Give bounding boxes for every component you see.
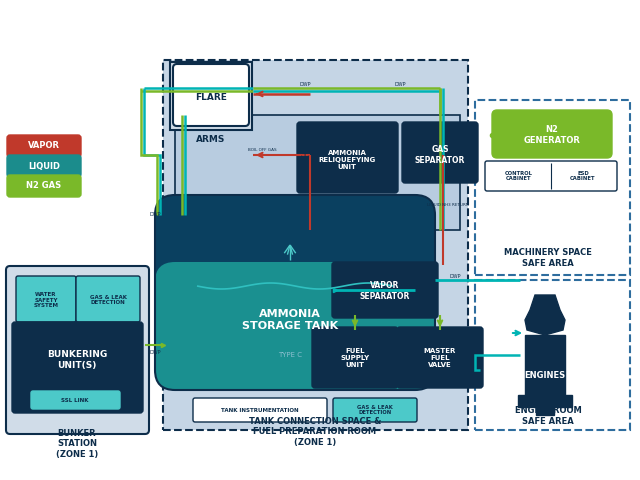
Text: ENGINE ROOM
SAFE AREA: ENGINE ROOM SAFE AREA [515,406,581,426]
Text: N2
GENERATOR: N2 GENERATOR [524,125,580,144]
Text: DWP: DWP [449,274,461,278]
FancyBboxPatch shape [312,327,398,388]
Bar [475,280,630,430]
FancyBboxPatch shape [485,161,617,191]
Text: BOIL OFF GAS: BOIL OFF GAS [248,148,276,152]
FancyBboxPatch shape [193,398,327,422]
Text: DWP: DWP [149,213,161,217]
FancyBboxPatch shape [7,175,81,197]
Text: DWP: DWP [300,82,311,86]
Bar [475,100,630,275]
Text: VAPOR: VAPOR [28,142,60,151]
Text: TANK INSTRUMENTATION: TANK INSTRUMENTATION [221,408,299,412]
FancyBboxPatch shape [7,135,81,157]
FancyBboxPatch shape [155,262,435,390]
Text: TANK CONNECTION SPACE &
FUEL PREPARATION ROOM
(ZONE 1): TANK CONNECTION SPACE & FUEL PREPARATION… [249,417,381,447]
Text: CONTROL
CABINET: CONTROL CABINET [505,170,533,181]
Text: DWP: DWP [451,363,461,369]
Text: LIQUID NH3 RETURN: LIQUID NH3 RETURN [427,203,469,207]
Text: MASTER
FUEL
VALVE: MASTER FUEL VALVE [424,348,456,368]
FancyBboxPatch shape [333,398,417,422]
FancyBboxPatch shape [492,110,612,158]
Bar [536,405,554,415]
Text: GAS & LEAK
DETECTION: GAS & LEAK DETECTION [90,295,127,305]
FancyBboxPatch shape [297,122,398,193]
Text: GAS
SEPARATOR: GAS SEPARATOR [415,145,465,165]
FancyBboxPatch shape [155,195,435,390]
Text: TYPE C: TYPE C [278,352,302,358]
Bar [175,115,460,230]
Text: N2 GAS: N2 GAS [26,181,61,191]
FancyBboxPatch shape [12,322,143,413]
FancyBboxPatch shape [397,327,483,388]
Text: AMMONIA
RELIQUEFYING
UNIT: AMMONIA RELIQUEFYING UNIT [318,150,376,170]
FancyBboxPatch shape [31,391,120,409]
Text: DWP: DWP [394,82,406,86]
Text: BUNKERING
UNIT(S): BUNKERING UNIT(S) [47,350,107,370]
Bar [525,335,565,400]
Text: BUNKER
STATION
(ZONE 1): BUNKER STATION (ZONE 1) [56,429,98,459]
FancyBboxPatch shape [173,64,249,126]
FancyBboxPatch shape [402,122,478,183]
Text: ⚓: ⚓ [300,150,310,160]
Text: LIQUID: LIQUID [28,161,60,170]
Text: GAS & LEAK
DETECTION: GAS & LEAK DETECTION [357,405,393,415]
FancyBboxPatch shape [332,262,438,318]
Text: ARMS: ARMS [196,135,226,144]
Bar [518,395,572,407]
Text: FUEL
SUPPLY
UNIT: FUEL SUPPLY UNIT [340,348,369,368]
Text: ESD
CABINET: ESD CABINET [570,170,596,181]
FancyBboxPatch shape [16,276,76,322]
FancyBboxPatch shape [7,155,81,177]
Text: SSL LINK: SSL LINK [61,397,89,403]
Bar [170,62,252,130]
Text: AMMONIA
STORAGE TANK: AMMONIA STORAGE TANK [242,309,338,331]
Text: MACHINERY SPACE
SAFE AREA: MACHINERY SPACE SAFE AREA [504,248,592,268]
FancyBboxPatch shape [6,266,149,434]
FancyBboxPatch shape [76,276,140,322]
Bar [163,60,468,430]
Text: WATER
SAFETY
SYSTEM: WATER SAFETY SYSTEM [33,292,58,308]
Text: VAPOR
SEPARATOR: VAPOR SEPARATOR [360,281,410,300]
Text: DWP: DWP [149,349,161,355]
Text: ENGINES: ENGINES [524,371,566,380]
Text: FLARE: FLARE [195,93,227,101]
Polygon shape [525,295,565,335]
